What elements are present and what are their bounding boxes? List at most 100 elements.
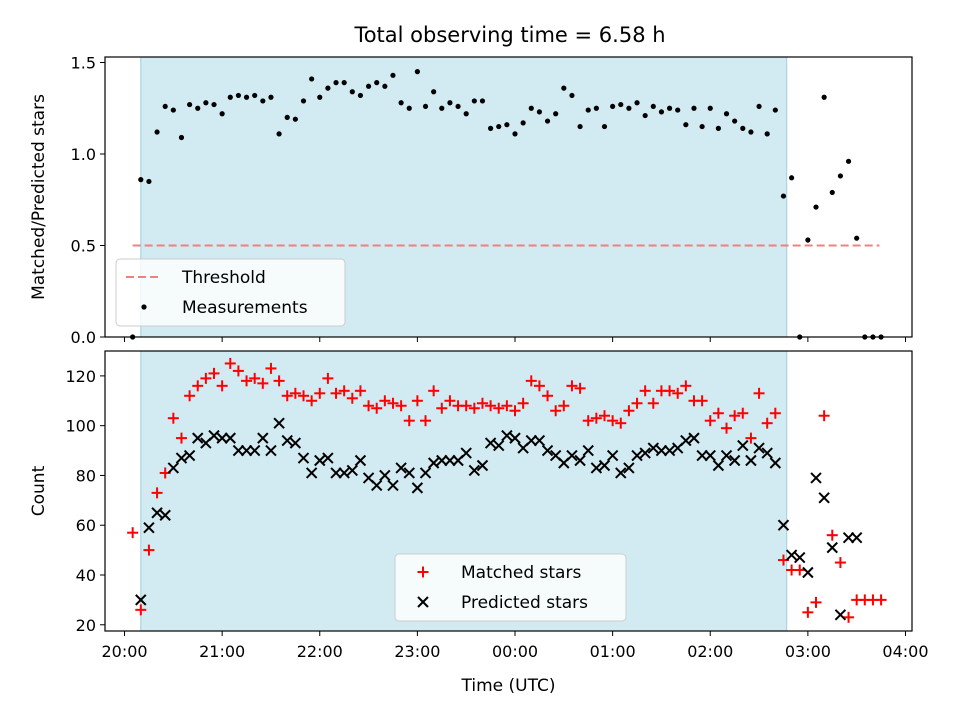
- data-point: [379, 469, 391, 482]
- data-point: [192, 432, 204, 444]
- data-point: [843, 611, 855, 623]
- data-point: [322, 372, 334, 384]
- data-point: [517, 397, 529, 409]
- data-point: [593, 105, 599, 111]
- data-point: [317, 94, 323, 100]
- data-point: [745, 432, 757, 444]
- data-point: [232, 365, 244, 377]
- data-point: [834, 609, 847, 621]
- legend-label: Matched stars: [461, 563, 581, 583]
- data-point-b: [663, 444, 676, 457]
- data-point: [273, 417, 285, 429]
- data-point: [582, 415, 594, 427]
- data-point: [496, 123, 502, 130]
- data-point: [178, 134, 185, 141]
- y-tick-label: 0.0: [71, 328, 96, 347]
- data-point: [818, 410, 830, 422]
- data-point: [439, 105, 445, 111]
- data-point-b: [362, 472, 375, 484]
- data-point-b: [606, 449, 619, 462]
- data-point: [789, 175, 795, 181]
- data-point: [167, 462, 180, 474]
- data-point-b: [688, 432, 700, 444]
- data-point: [802, 606, 814, 618]
- data-point: [541, 444, 554, 457]
- data-point-b: [305, 467, 318, 479]
- data-point: [232, 444, 245, 457]
- data-point: [146, 178, 152, 185]
- data-point: [769, 407, 781, 419]
- data-point: [826, 529, 838, 541]
- data-point: [243, 94, 250, 100]
- data-point-b: [248, 444, 261, 457]
- data-point-b: [484, 437, 497, 449]
- data-point: [493, 439, 505, 452]
- data-point: [712, 459, 725, 472]
- data-point: [203, 100, 209, 106]
- x-tick-label: 23:00: [394, 642, 440, 661]
- data-point: [187, 101, 193, 108]
- data-point: [639, 447, 651, 459]
- data-point: [772, 107, 778, 113]
- data-point: [574, 382, 586, 394]
- data-point: [468, 402, 480, 414]
- y-tick-label: 0.5: [71, 236, 96, 255]
- data-point: [777, 519, 790, 531]
- data-point: [590, 412, 602, 424]
- data-point: [138, 177, 144, 183]
- data-point: [428, 385, 440, 397]
- series-predicted-stars: [135, 417, 863, 621]
- data-point-b: [696, 449, 708, 462]
- data-point: [379, 395, 391, 407]
- data-point-b: [322, 452, 334, 464]
- data-point: [159, 509, 171, 521]
- data-point: [175, 452, 188, 464]
- data-point: [265, 444, 277, 457]
- data-point: [330, 387, 342, 399]
- data-point: [566, 449, 578, 462]
- data-point-b: [826, 541, 838, 554]
- data-point-b: [183, 449, 196, 462]
- data-point: [268, 94, 274, 100]
- data-point: [598, 410, 610, 422]
- data-point-b: [549, 449, 562, 462]
- data-point: [354, 385, 366, 397]
- data-point: [533, 380, 545, 392]
- data-point: [683, 122, 689, 128]
- chart-title: Total observing time = 6.58 h: [353, 23, 665, 47]
- data-point-b: [541, 444, 554, 457]
- y-tick-label: 100: [65, 417, 96, 436]
- data-point-b: [728, 454, 741, 467]
- data-point: [471, 98, 477, 104]
- y-tick-label: 1.0: [71, 145, 96, 164]
- data-point-b: [257, 432, 269, 444]
- data-point: [780, 193, 787, 199]
- data-point: [260, 98, 266, 104]
- data-point-b: [192, 432, 204, 444]
- data-point: [143, 522, 155, 534]
- data-point-b: [167, 462, 180, 474]
- data-point: [658, 109, 665, 115]
- data-point: [590, 462, 603, 474]
- data-point: [707, 105, 713, 111]
- data-point: [675, 107, 681, 113]
- ratio-panel: 0.0 0.5 1.0 1.5 Matched/Predicted stars Thres…: [29, 53, 913, 347]
- data-point: [504, 122, 510, 128]
- x-axis-label: Time (UTC): [461, 676, 556, 696]
- data-point: [642, 112, 648, 119]
- y-tick-label: 80: [76, 466, 96, 485]
- data-point: [720, 449, 733, 462]
- data-point: [753, 442, 765, 454]
- data-point: [281, 390, 293, 402]
- data-point: [170, 107, 176, 113]
- data-point-b: [338, 467, 350, 479]
- data-point: [544, 118, 551, 124]
- data-point: [631, 397, 643, 409]
- data-point-b: [403, 467, 415, 479]
- data-point: [249, 372, 261, 384]
- data-point: [834, 557, 846, 569]
- data-point: [306, 395, 318, 407]
- data-point: [374, 80, 380, 86]
- data-point-b: [208, 429, 220, 442]
- data-point-b: [802, 566, 814, 579]
